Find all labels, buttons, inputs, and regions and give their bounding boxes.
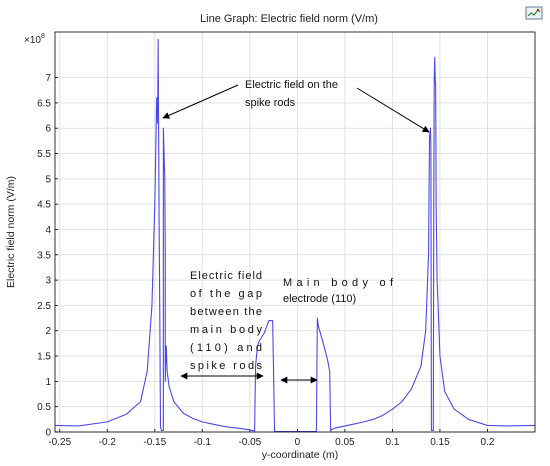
annotation-gap-line-5: (110) and [190,342,262,354]
series-line [54,39,536,433]
y-multiplier-base: ×10 [24,35,41,46]
annotation-gap-line-2: of the gap [190,288,262,300]
x-tick-labels: -0.25 -0.2 -0.15 -0.1 -0.05 0 0.05 0.1 0.15 0.2 [48,437,495,448]
x-tick-label: 0.1 [385,437,399,448]
x-axis-label: y-coordinate (m) [262,449,338,461]
x-tick-label: -0.2 [99,437,117,448]
annotation-main-line-1: Main body of [283,277,394,289]
annotation-arrow-left [162,84,239,119]
grid-lines [55,32,535,433]
annotation-spike-rods: Electric field on the spike rods [162,79,430,133]
y-tick-label: 4.5 [37,200,51,211]
x-tick-label: -0.1 [194,437,212,448]
y-tick-label: 1.5 [37,352,51,363]
annotation-gap-line-3: between the [190,306,262,318]
x-tick-label: 0.15 [430,437,450,448]
plot-frame [54,31,536,433]
y-tick-labels: 0 0.5 1 1.5 2 2.5 3 3.5 4 4.5 5 5.5 6 6.5 7 [37,73,51,438]
x-tick-label: -0.05 [238,437,261,448]
y-tick-label: 0 [45,428,51,439]
x-tick-label: -0.25 [48,437,71,448]
x-tick-label: -0.15 [143,437,166,448]
y-tick-label: 2 [45,326,51,337]
annotation-arrow-right [356,87,430,133]
y-tick-label: 2.5 [37,301,51,312]
y-tick-label: 0.5 [37,402,51,413]
y-tick-label: 3.5 [37,250,51,261]
y-tick-label: 1 [45,377,51,388]
chart-title: Line Graph: Electric field norm (V/m) [200,13,378,25]
annotation-gap-line-6: spike rods [190,360,263,372]
y-tick-label: 5 [45,174,51,185]
y-tick-label: 3 [45,276,51,287]
annotation-gap-line-1: Electric field [190,270,262,282]
x-tick-label: 0.2 [481,437,495,448]
annotation-main-body: Main body of electrode (110) [280,277,394,384]
annotation-main-line-2: electrode (110) [283,293,356,305]
annotation-spike-line-1: Electric field on the [245,79,338,91]
y-tick-label: 6.5 [37,98,51,109]
annotation-gap: Electric field of the gap between the ma… [180,270,264,380]
y-tick-label: 4 [45,225,51,236]
data-series [54,39,536,433]
y-tick-label: 7 [45,73,51,84]
x-tick-label: 0 [295,437,301,448]
y-multiplier-exponent: 8 [41,33,45,40]
x-tick-label: 0.05 [335,437,355,448]
annotation-gap-line-4: main body [190,324,263,336]
annotation-spike-line-2: spike rods [245,97,296,109]
chart-export-icon[interactable] [525,6,543,20]
y-axis-label: Electric field norm (V/m) [5,176,17,288]
y-tick-label: 5.5 [37,149,51,160]
y-tick-label: 6 [45,124,51,135]
y-multiplier: ×108 [24,33,45,46]
